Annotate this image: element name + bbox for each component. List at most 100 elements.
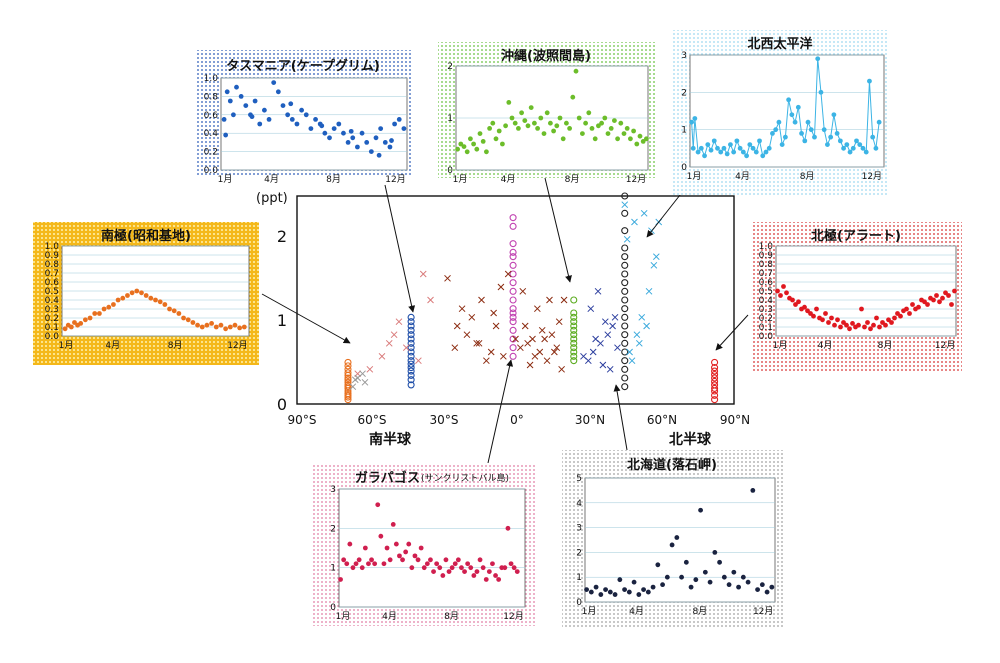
inset-point: [708, 147, 714, 153]
main-xtick-30s: 30°S: [430, 413, 459, 427]
main-point: [621, 296, 629, 304]
inset-point: [480, 565, 486, 571]
main-point: [611, 313, 619, 321]
inset-series-segment: [875, 122, 880, 149]
inset-point: [740, 574, 746, 580]
inset-point: [364, 140, 370, 145]
inset-point: [937, 299, 942, 305]
inset-point: [223, 132, 229, 138]
main-point: [509, 222, 517, 230]
inset-point: [859, 306, 864, 312]
inset-point: [62, 326, 68, 332]
inset-point: [770, 131, 775, 136]
main-point: [587, 305, 595, 313]
main-point: [531, 352, 539, 360]
inset-point: [832, 322, 837, 328]
main-point: [614, 344, 621, 352]
main-point: [407, 331, 415, 339]
main-point: [621, 313, 629, 321]
inset-okinawa: 沖縄(波照間島) 0 1 2 1月 4月 8月 12月: [438, 42, 655, 185]
inset-point: [862, 324, 867, 330]
main-point: [621, 383, 629, 391]
inset-xtick: 8月: [878, 340, 893, 351]
main-xtick-30n: 30°N: [575, 413, 605, 427]
inset-series-segment: [817, 58, 822, 93]
inset-point: [576, 115, 582, 121]
inset-point: [728, 142, 733, 148]
inset-point: [744, 153, 749, 159]
inset-point: [350, 565, 356, 571]
inset-point: [934, 293, 939, 298]
main-point: [407, 352, 415, 360]
inset-point: [688, 584, 694, 590]
inset-point: [931, 297, 936, 303]
main-point: [509, 318, 517, 326]
main-point: [344, 390, 352, 398]
main-point: [621, 279, 629, 287]
main-point: [623, 235, 631, 243]
main-point: [635, 339, 643, 347]
inset-point: [589, 125, 595, 131]
inset-point: [389, 138, 394, 143]
inset-okinawa-title: 沖縄(波照間島): [501, 48, 591, 64]
inset-point: [505, 525, 511, 531]
main-point: [509, 287, 517, 295]
main-point: [652, 253, 660, 261]
main-point: [621, 270, 629, 278]
main-point: [570, 348, 578, 356]
inset-series-segment: [797, 107, 803, 134]
inset-point: [474, 569, 480, 574]
main-xtick-90n: 90°N: [720, 413, 750, 427]
inset-point: [940, 295, 945, 301]
inset-galapagos: ガラパゴス (サンクリストバル島) 0 1 2 3 1月 4月 8月 12月: [313, 463, 535, 626]
inset-point: [373, 135, 379, 141]
inset-point: [778, 293, 783, 298]
inset-point: [181, 315, 186, 321]
main-point: [385, 339, 393, 347]
main-point: [483, 357, 490, 365]
inset-xtick: 1月: [773, 340, 788, 351]
main-point: [621, 357, 629, 365]
inset-point: [92, 311, 98, 316]
inset-point: [607, 589, 613, 595]
main-point: [621, 331, 629, 339]
inset-point: [612, 118, 617, 123]
inset-point: [393, 541, 399, 547]
inset-point: [378, 533, 384, 539]
inset-point: [655, 562, 661, 568]
main-xtick-60n: 60°N: [647, 413, 677, 427]
inset-point: [532, 120, 537, 126]
inset-tasmania: タスマニア(ケープグリム) 0.0 0.2 0.4 0.6 0.8 1.0 1月 4月 8月 12…: [195, 50, 412, 185]
inset-point: [514, 569, 520, 574]
inset-point: [313, 117, 318, 122]
inset-ytick: 1.0: [45, 242, 60, 252]
inset-ytick: 4: [576, 499, 582, 509]
main-point: [407, 313, 415, 321]
inset-point: [622, 587, 627, 592]
inset-point: [424, 561, 430, 567]
inset-point: [458, 141, 464, 147]
inset-point: [409, 565, 415, 571]
main-point: [626, 348, 633, 356]
inset-ytick: 0.8: [759, 260, 774, 270]
inset-xtick: 4月: [818, 340, 833, 351]
inset-point: [750, 488, 756, 493]
main-point: [599, 361, 607, 369]
inset-point: [820, 317, 825, 323]
inset-ytick: 1: [576, 573, 582, 583]
inset-point: [621, 131, 627, 137]
inset-plot-area: [338, 488, 526, 608]
inset-point: [634, 141, 640, 147]
inset-xtick: 8月: [326, 174, 341, 185]
main-point: [509, 313, 517, 321]
inset-point: [474, 146, 480, 152]
inset-ytick: 3: [681, 51, 687, 61]
inset-ytick: 0: [330, 603, 336, 613]
main-point: [361, 378, 369, 386]
inset-point: [580, 131, 585, 137]
main-point: [621, 287, 629, 295]
inset-point: [821, 127, 827, 133]
inset-xtick: 4月: [105, 340, 120, 351]
inset-nw-pacific-title: 北西太平洋: [747, 36, 812, 52]
inset-point: [449, 565, 455, 571]
